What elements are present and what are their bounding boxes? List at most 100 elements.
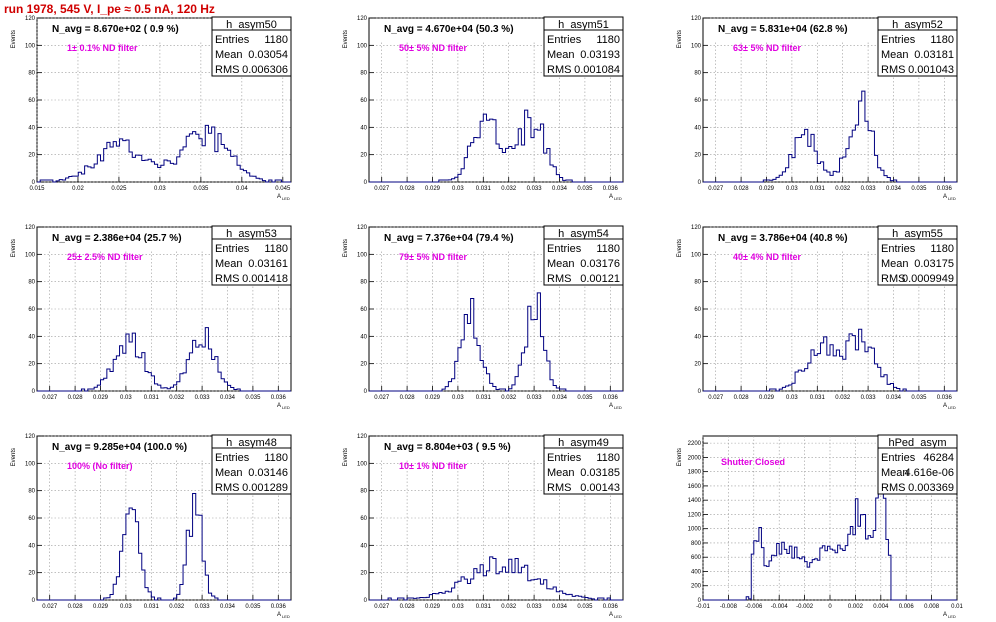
x-tick-label: -0.01	[696, 604, 710, 610]
header-box	[38, 228, 211, 250]
y-tick-label: 80	[694, 71, 701, 77]
x-tick-label: 0.002	[848, 604, 864, 610]
stats-label-mean: Mean	[215, 258, 243, 270]
histogram-line	[37, 124, 291, 183]
x-tick-label: 0.03	[120, 395, 132, 401]
x-tick-label: 0.029	[93, 604, 109, 610]
filter-note: 63± 5% ND filter	[733, 43, 801, 53]
x-tick-label: 0.029	[759, 186, 775, 192]
y-tick-label: 600	[691, 555, 702, 561]
y-axis-label: Events	[343, 448, 349, 466]
x-tick-label: 0.027	[374, 395, 390, 401]
filter-note: 10± 1% ND filter	[399, 461, 467, 471]
stats-box	[877, 225, 958, 286]
stats-label-entries: Entries	[547, 34, 582, 46]
stats-label-mean: Mean	[215, 49, 243, 61]
stats-box	[543, 16, 624, 77]
x-tick-label: 0.034	[552, 604, 568, 610]
x-axis-label: A	[277, 612, 281, 618]
x-tick-label: 0.006	[899, 604, 915, 610]
stats-value-entries: 1180	[264, 243, 288, 255]
y-tick-label: 80	[28, 71, 35, 77]
y-axis-label: Events	[343, 239, 349, 257]
histogram-panel-hPed_asym: -0.01 -0.008 -0.006 -0.004 -0.002 0 0.002 0.004…	[677, 434, 963, 619]
y-tick-label: 20	[694, 153, 701, 159]
histogram-line	[369, 109, 623, 183]
x-tick-label: 0.028	[400, 395, 416, 401]
y-tick-label: 100	[691, 252, 702, 258]
header-box	[38, 19, 211, 41]
stats-label-entries: Entries	[215, 34, 250, 46]
y-tick-label: 120	[357, 16, 368, 22]
x-axis-label-subscript: LED	[948, 614, 956, 619]
x-tick-label: 0.031	[810, 186, 826, 192]
stats-value-rms: 0.00143	[580, 482, 620, 494]
y-axis-label: Events	[11, 30, 17, 48]
x-axis-label-subscript: LED	[282, 614, 290, 619]
x-axis-label: A	[609, 612, 613, 618]
stats-box	[211, 225, 292, 286]
x-tick-label: 0.033	[195, 395, 211, 401]
y-tick-label: 20	[360, 362, 367, 368]
x-tick-label: 0.032	[835, 186, 851, 192]
y-tick-label: 200	[691, 584, 702, 590]
y-tick-label: 100	[357, 43, 368, 49]
histogram-panel-h_asym55: 0.027 0.028 0.029 0.03 0.031 0.032 0.033 0.034 0…	[677, 225, 958, 410]
y-tick-label: 800	[691, 541, 702, 547]
x-tick-label: 0.008	[924, 604, 940, 610]
stats-value-entries: 1180	[264, 452, 288, 464]
x-tick-label: 0.029	[93, 395, 109, 401]
y-tick-label: 80	[694, 280, 701, 286]
x-tick-label: 0.034	[886, 395, 902, 401]
x-tick-label: 0.036	[271, 604, 287, 610]
y-tick-label: 40	[28, 334, 35, 340]
n-avg-header: N_avg = 8.804e+03 ( 9.5 %)	[384, 442, 511, 453]
x-tick-label: 0.03	[786, 186, 798, 192]
x-tick-label: 0.035	[245, 395, 261, 401]
x-axis-label-subscript: LED	[948, 405, 956, 410]
stats-value-mean: 0.03161	[248, 258, 288, 270]
y-tick-label: 20	[28, 571, 35, 577]
y-tick-label: 100	[25, 43, 36, 49]
n-avg-header: N_avg = 3.786e+04 (40.8 %)	[718, 233, 848, 244]
y-tick-label: 120	[25, 16, 36, 22]
y-axis-label: Events	[11, 448, 17, 466]
stats-label-rms: RMS	[215, 64, 239, 76]
stats-value-rms: 0.001418	[242, 273, 288, 285]
stats-histogram-name: h_asym49	[558, 437, 609, 449]
stats-value-mean: 0.03146	[248, 467, 288, 479]
y-tick-label: 40	[694, 125, 701, 131]
x-tick-label: 0.033	[195, 604, 211, 610]
n-avg-header: N_avg = 9.285e+04 (100.0 %)	[52, 442, 187, 453]
x-tick-label: 0.015	[29, 186, 45, 192]
y-tick-label: 40	[28, 543, 35, 549]
header-box	[370, 437, 543, 459]
stats-value-entries: 1180	[596, 34, 620, 46]
x-tick-label: 0.031	[810, 395, 826, 401]
y-axis-label: Events	[11, 239, 17, 257]
y-tick-label: 100	[25, 461, 36, 467]
stats-value-mean: 0.03193	[580, 49, 620, 61]
x-tick-label: -0.008	[720, 604, 738, 610]
x-tick-label: 0.031	[476, 604, 492, 610]
x-tick-label: 0.03	[786, 395, 798, 401]
stats-value-entries: 1180	[596, 452, 620, 464]
x-tick-label: 0.033	[527, 395, 543, 401]
histogram-panel-h_asym49: 0.027 0.028 0.029 0.03 0.031 0.032 0.033 0.034 0…	[343, 434, 624, 619]
x-tick-label: 0.031	[144, 395, 160, 401]
x-tick-label: 0.025	[111, 186, 127, 192]
x-tick-label: 0.029	[759, 395, 775, 401]
y-tick-label: 40	[360, 125, 367, 131]
stats-box	[211, 16, 292, 77]
stats-value-rms: 0.003369	[908, 482, 954, 494]
stats-label-mean: Mean	[881, 49, 909, 61]
header-box	[370, 19, 543, 41]
histogram-panel-h_asym54: 0.027 0.028 0.029 0.03 0.031 0.032 0.033 0.034 0…	[343, 225, 624, 410]
y-tick-label: 120	[25, 434, 36, 440]
x-tick-label: 0.035	[911, 395, 927, 401]
stats-value-mean: 4.616e-06	[904, 467, 954, 479]
y-axis-label: Events	[343, 30, 349, 48]
x-tick-label: 0.033	[861, 395, 877, 401]
page-title: run 1978, 545 V, I_pe ≈ 0.5 nA, 120 Hz	[4, 2, 215, 16]
x-tick-label: 0.033	[527, 604, 543, 610]
